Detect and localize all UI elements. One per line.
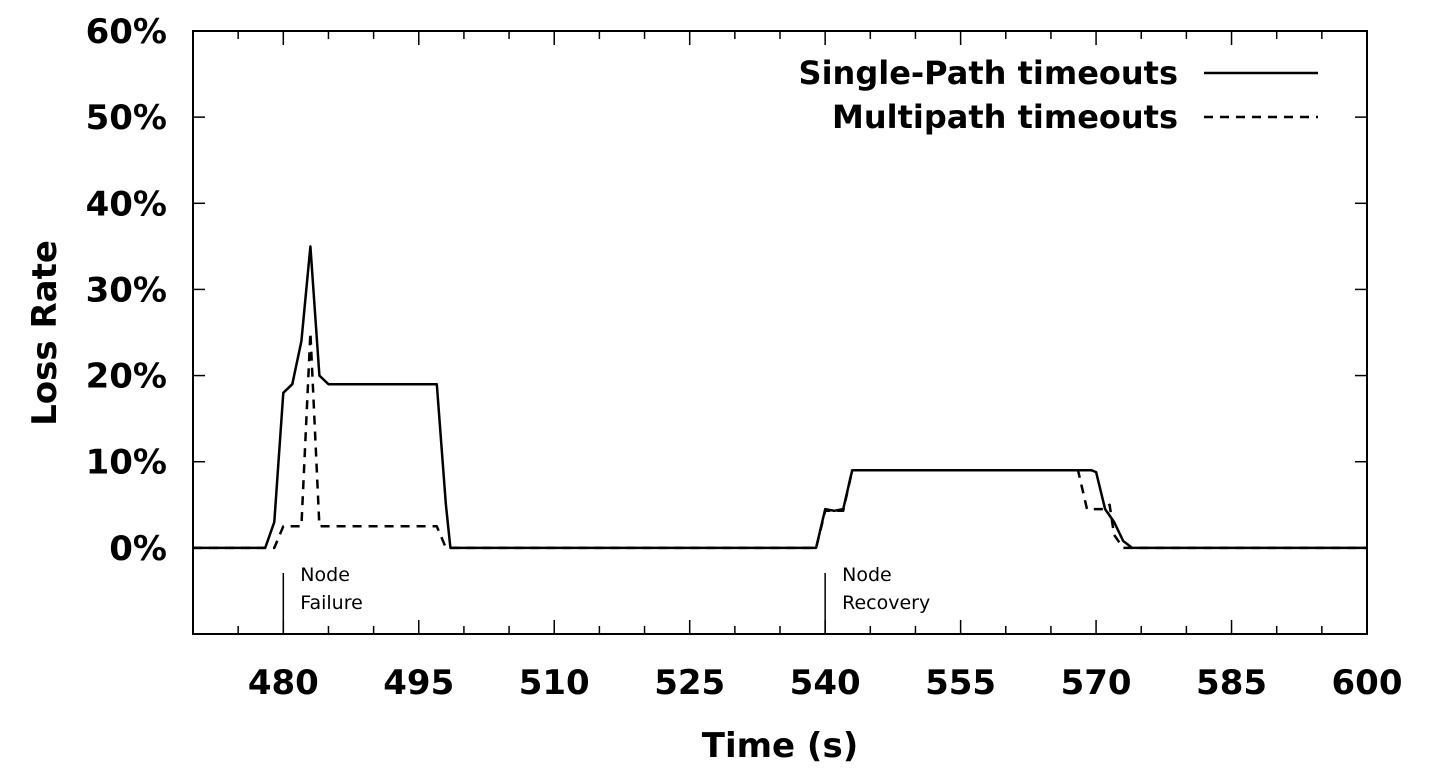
x-tick-label: 510 bbox=[519, 663, 590, 703]
y-tick-label: 0% bbox=[109, 529, 167, 569]
plot-frame bbox=[192, 30, 1368, 635]
x-tick-labels: 480 495 510 525 540 555 570 585 600 bbox=[248, 663, 1403, 703]
y-tick-label: 20% bbox=[86, 357, 167, 397]
y-tick-label: 50% bbox=[86, 98, 167, 138]
x-axis-title: Time (s) bbox=[702, 726, 859, 766]
x-tick-label: 540 bbox=[790, 663, 861, 703]
x-tick-label: 525 bbox=[654, 663, 725, 703]
x-tick-label: 585 bbox=[1196, 663, 1267, 703]
annotation-label: Recovery bbox=[842, 592, 930, 614]
x-tick-label: 600 bbox=[1332, 663, 1403, 703]
x-tick-label: 495 bbox=[383, 663, 454, 703]
legend-label: Multipath timeouts bbox=[832, 98, 1178, 136]
series-line-2 bbox=[193, 331, 1367, 550]
x-tick-label: 570 bbox=[1061, 663, 1132, 703]
y-tick-label: 60% bbox=[86, 12, 167, 52]
annotations: Node Failure Node Recovery bbox=[282, 564, 930, 634]
y-tick-label: 30% bbox=[86, 270, 167, 310]
series-line-1 bbox=[193, 245, 1367, 550]
y-tick-labels: 0% 10% 20% 30% 40% 50% 60% bbox=[86, 12, 167, 569]
annotation-label: Failure bbox=[300, 592, 363, 614]
annotation-label: Node bbox=[300, 564, 350, 586]
y-axis-title: Loss Rate bbox=[25, 240, 65, 426]
legend-label: Single-Path timeouts bbox=[799, 54, 1178, 92]
legend: Single-Path timeouts Multipath timeouts bbox=[799, 54, 1318, 136]
y-tick-label: 40% bbox=[86, 184, 167, 224]
axis-ticks bbox=[192, 30, 1368, 634]
series-lines bbox=[193, 245, 1367, 550]
annotation-label: Node bbox=[842, 564, 892, 586]
y-tick-label: 10% bbox=[86, 443, 167, 483]
x-tick-label: 555 bbox=[925, 663, 996, 703]
x-tick-label: 480 bbox=[248, 663, 319, 703]
